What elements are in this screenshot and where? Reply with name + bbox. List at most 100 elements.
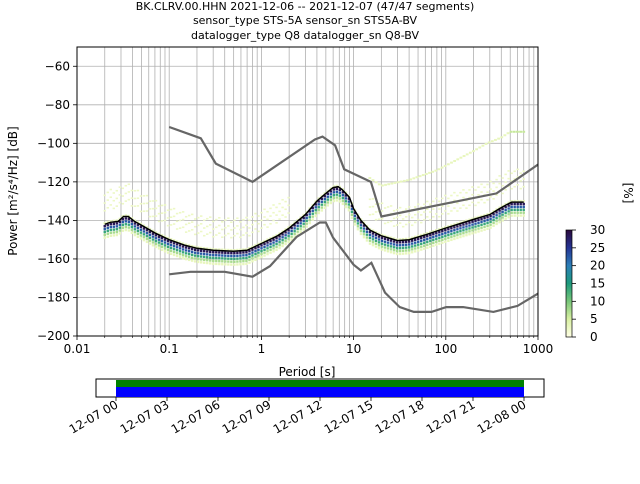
heat-cell xyxy=(172,239,176,242)
heat-cell xyxy=(257,254,260,257)
heat-cell xyxy=(323,200,326,204)
heat-cell-faint xyxy=(263,216,266,218)
heat-cell xyxy=(456,230,459,234)
colorbar-tick-label: 25 xyxy=(590,241,605,255)
y-tick-label: −100 xyxy=(37,136,70,150)
heat-cell xyxy=(326,195,330,198)
heat-cell-faint xyxy=(417,203,420,206)
heat-cell-faint xyxy=(169,224,173,226)
heat-cell xyxy=(242,259,245,263)
heat-cell-faint xyxy=(380,217,384,220)
heat-cell xyxy=(350,210,354,214)
heat-cell xyxy=(160,237,164,240)
heat-cell xyxy=(426,243,429,247)
heat-cell xyxy=(417,249,420,252)
heat-cell xyxy=(236,251,239,255)
heat-cell xyxy=(305,225,308,228)
heat-cell xyxy=(230,251,233,255)
heat-cell xyxy=(169,249,173,253)
heat-cell-faint xyxy=(444,194,447,197)
heat-cell xyxy=(426,232,429,235)
heat-cell-faint xyxy=(103,194,106,197)
heat-cell xyxy=(160,239,164,243)
heat-cell-faint xyxy=(181,218,185,221)
heat-cell-faint xyxy=(447,197,450,200)
heat-cell xyxy=(453,223,456,226)
heat-cell xyxy=(341,202,345,206)
heat-cell xyxy=(284,228,287,231)
heat-cell-faint xyxy=(118,201,122,204)
heat-cell-faint xyxy=(374,218,378,221)
heat-cell-faint xyxy=(103,209,106,212)
heat-cell xyxy=(233,263,236,266)
heat-cell xyxy=(181,242,185,245)
heat-cell xyxy=(181,248,185,251)
x-axis-label: Period [s] xyxy=(279,365,336,379)
heat-cell xyxy=(495,216,498,220)
heat-cell xyxy=(109,231,112,235)
heat-cell xyxy=(335,193,339,196)
heat-cell xyxy=(374,242,378,245)
heat-cell-faint xyxy=(486,191,489,193)
heat-cell xyxy=(266,241,269,244)
heat-cell xyxy=(112,228,115,231)
heat-cell xyxy=(432,235,435,239)
heat-cell-faint xyxy=(254,220,257,223)
heat-cell xyxy=(157,247,161,250)
heat-cell xyxy=(380,236,384,240)
heat-cell-faint xyxy=(429,203,432,206)
heat-cell xyxy=(136,223,140,227)
heat-cell xyxy=(317,206,320,209)
y-tick-label: −180 xyxy=(37,290,70,304)
heat-cell xyxy=(365,227,369,231)
heat-cell xyxy=(441,227,444,230)
heat-cell xyxy=(498,218,501,221)
y-tick-label: −160 xyxy=(37,252,70,266)
heat-cell-faint xyxy=(468,189,471,191)
heat-cell xyxy=(480,226,483,229)
heat-cell xyxy=(453,229,456,232)
heat-cell xyxy=(489,211,492,215)
heat-cell-faint xyxy=(504,188,507,191)
heat-cell xyxy=(239,248,242,251)
heat-cell xyxy=(474,222,477,225)
heat-cell xyxy=(468,218,471,221)
heat-cell xyxy=(184,249,188,252)
heat-cell-faint xyxy=(266,218,269,221)
heat-cell xyxy=(127,220,131,224)
heat-cell-faint xyxy=(389,220,393,223)
heat-cell xyxy=(218,257,221,260)
heat-cell-faint xyxy=(145,194,149,197)
heat-cell xyxy=(245,251,248,254)
heat-cell-faint xyxy=(368,198,372,201)
heat-cell-faint xyxy=(278,210,281,213)
heat-cell xyxy=(263,248,266,251)
heat-cell xyxy=(151,241,155,244)
heat-cell-faint xyxy=(371,213,375,216)
heat-cell xyxy=(471,220,474,223)
heat-cell-faint xyxy=(456,202,459,205)
heat-cell xyxy=(233,254,236,258)
heat-cell xyxy=(187,244,191,247)
heat-cell-outlier xyxy=(494,138,497,141)
heat-cell xyxy=(462,229,465,232)
x-tick-label: 100 xyxy=(434,342,457,356)
heat-cell xyxy=(302,216,305,220)
heat-cell xyxy=(221,257,224,260)
heat-cell xyxy=(471,226,474,229)
heat-cell xyxy=(148,242,152,245)
heat-cell xyxy=(332,196,336,200)
heat-cell xyxy=(260,247,263,250)
heat-cell-faint xyxy=(218,232,221,235)
heat-cell-outlier xyxy=(450,161,453,164)
heat-cell-faint xyxy=(441,213,444,215)
heat-cell xyxy=(175,251,179,255)
heat-cell xyxy=(429,242,432,246)
heat-cell xyxy=(320,209,323,212)
heat-cell xyxy=(215,256,218,260)
heat-cell-faint xyxy=(242,226,245,229)
colorbar-ticks: 0 5 10 15 20 25 30 xyxy=(572,223,605,344)
heat-cell-faint xyxy=(154,199,158,202)
heat-cell-faint xyxy=(404,215,408,218)
heat-cell xyxy=(420,242,423,245)
